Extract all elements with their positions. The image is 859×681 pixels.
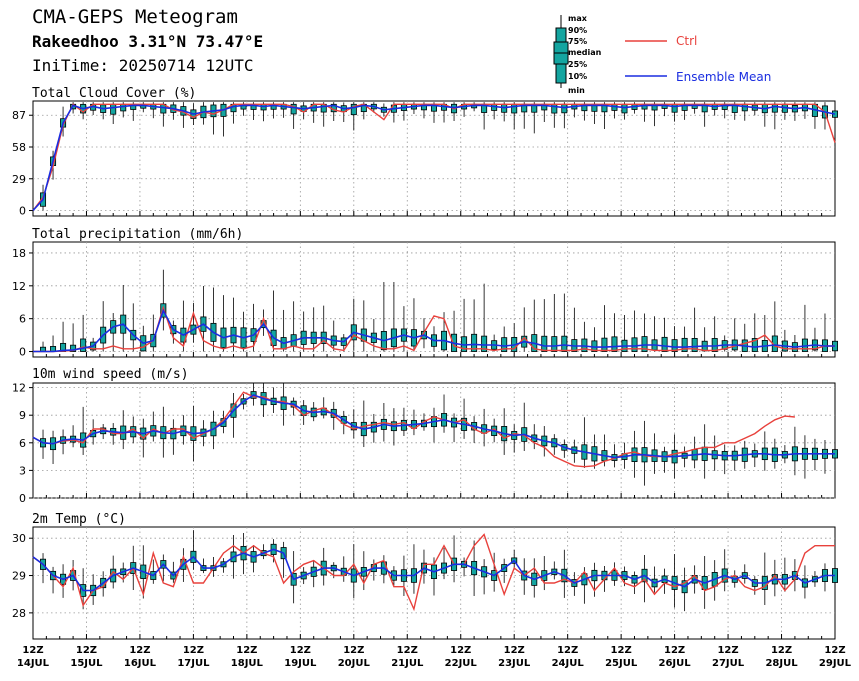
x-tick-label-date: 14JUL [17,658,50,669]
x-tick-label-date: 21JUL [391,658,424,669]
box [671,103,678,113]
box [661,336,668,352]
box [691,338,698,352]
box [641,336,648,352]
x-tick-label-date: 28JUL [765,658,798,669]
x-tick-label-time: 12Z [611,645,632,656]
x-tick-label-date: 29JUL [819,658,852,669]
box [741,103,748,112]
x-tick-label-date: 20JUL [338,658,371,669]
x-tick-label-time: 12Z [290,645,311,656]
x-tick-label-date: 15JUL [70,658,103,669]
legend-box-label: 25% [568,60,587,69]
x-tick-label-time: 12Z [717,645,738,656]
x-tick-label-time: 12Z [397,645,418,656]
init-time-label: IniTime: 20250714 12UTC [32,56,254,75]
ctrl-line-cloud [32,103,836,211]
legend-box-label: min [568,86,585,95]
y-tick-label-precip: 18 [12,247,26,260]
legend-box-label: median [568,48,602,57]
box [671,339,678,352]
x-tick-label-time: 12Z [129,645,150,656]
y-tick-label-wind: 3 [19,464,26,477]
box [561,103,568,114]
legend-box-label: 75% [568,37,587,46]
box [751,338,758,352]
box [681,337,688,352]
y-tick-label-wind: 0 [19,492,26,505]
ctrl-line-temp [32,533,835,612]
x-tick-label-time: 12Z [236,645,257,656]
y-tick-label-precip: 6 [19,313,26,326]
box [631,337,638,352]
y-tick-label-precip: 12 [12,280,26,293]
box [80,338,87,352]
x-tick-label-time: 12Z [343,645,364,656]
x-tick-label-time: 12Z [664,645,685,656]
box [601,337,608,352]
box [290,103,297,115]
y-tick-label-wind: 6 [19,437,26,450]
x-tick-label-date: 19JUL [284,658,317,669]
panel-title-wind: 10m wind speed (m/s) [32,367,189,382]
y-tick-label-temp: 29 [12,570,26,583]
y-tick-label-wind: 9 [19,409,26,422]
x-tick-label-date: 25JUL [605,658,638,669]
box [621,103,628,114]
mean-line-wind [32,394,835,459]
box [561,335,568,352]
x-tick-label-time: 12Z [557,645,578,656]
y-tick-label-temp: 28 [12,607,26,620]
box [541,335,548,352]
box [481,335,488,352]
x-tick-label-date: 18JUL [231,658,264,669]
x-tick-label-time: 12Z [76,645,97,656]
x-tick-label-time: 12Z [824,645,845,656]
x-tick-label-time: 12Z [504,645,525,656]
x-tick-label-date: 17JUL [177,658,210,669]
legend-box-label: 10% [568,72,587,81]
y-tick-label-cloud: 58 [12,141,26,154]
panel-title-temp: 2m Temp (°C) [32,512,126,527]
x-tick-label-date: 27JUL [712,658,745,669]
x-tick-label-date: 24JUL [552,658,585,669]
chart-title: CMA-GEPS Meteogram [32,6,238,28]
x-tick-label-date: 23JUL [498,658,531,669]
box [350,103,357,116]
panel-title-precip: Total precipitation (mm/6h) [32,227,244,242]
box [551,336,558,352]
y-tick-label-precip: 0 [19,346,26,359]
x-tick-label-time: 12Z [183,645,204,656]
x-tick-label-date: 16JUL [124,658,157,669]
x-tick-label-time: 12Z [450,645,471,656]
box [471,333,478,352]
box [501,337,508,352]
x-tick-label-date: 26JUL [659,658,692,669]
box [120,103,127,112]
legend-mean-label: Ensemble Mean [676,70,772,84]
y-tick-label-temp: 30 [12,532,26,545]
y-tick-label-wind: 12 [12,382,26,395]
y-tick-label-cloud: 0 [19,205,26,218]
x-tick-label-date: 22JUL [445,658,478,669]
y-tick-label-cloud: 29 [12,173,26,186]
x-tick-label-time: 12Z [22,645,43,656]
box [771,103,778,113]
box [611,336,618,352]
box [70,344,77,352]
location-label: Rakeedhoo 3.31°N 73.47°E [32,32,264,51]
y-tick-label-cloud: 87 [12,109,26,122]
box [110,103,117,115]
mean-line-cloud [32,104,836,212]
legend-box-label: max [568,14,588,23]
legend-box-label: 90% [568,26,587,35]
mean-line-temp [32,548,835,592]
x-tick-label-time: 12Z [771,645,792,656]
legend-ctrl-label: Ctrl [676,34,698,48]
panel-title-cloud: Total Cloud Cover (%) [32,86,197,101]
mean-line-precip [33,308,835,353]
